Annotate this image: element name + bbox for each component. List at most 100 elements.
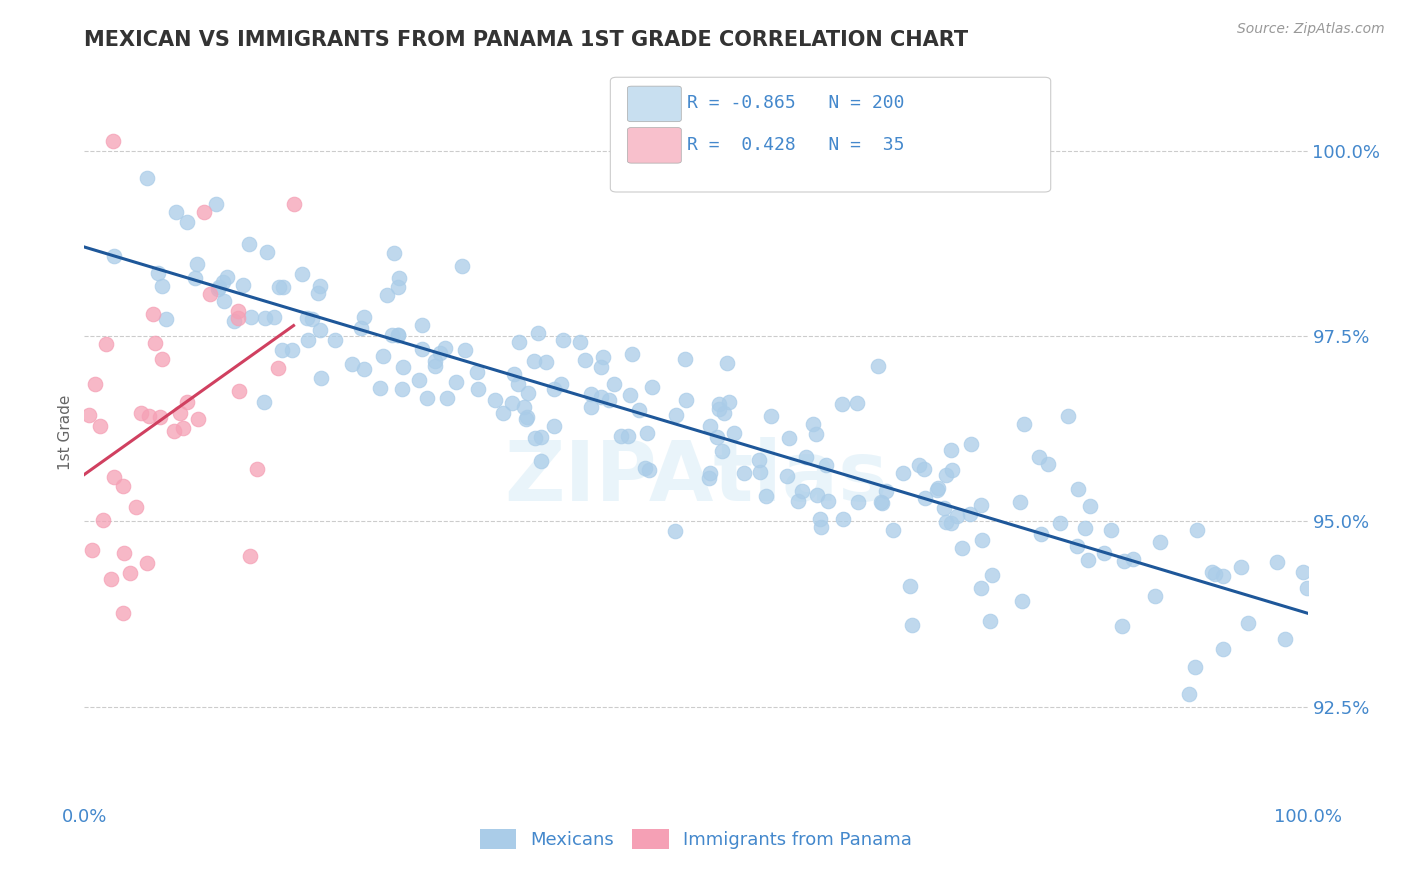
Legend: Mexicans, Immigrants from Panama: Mexicans, Immigrants from Panama [472, 822, 920, 856]
Point [627, 403, 650, 417]
Point [434, 341, 457, 355]
Point [1036, 458, 1059, 472]
Point [1296, 581, 1319, 595]
Point [778, 431, 800, 445]
Point [569, 335, 592, 350]
Point [290, 267, 312, 281]
Point [501, 396, 523, 410]
Point [263, 310, 285, 324]
Point [939, 516, 962, 530]
Point [641, 380, 664, 394]
Point [80, 543, 103, 558]
Point [711, 443, 734, 458]
Point [935, 515, 957, 529]
Point [77, 408, 100, 422]
Point [870, 495, 893, 509]
Point [1011, 593, 1033, 607]
Point [392, 359, 415, 374]
Point [254, 310, 277, 325]
Point [135, 557, 157, 571]
Point [228, 384, 250, 399]
Point [200, 287, 222, 301]
Point [371, 349, 394, 363]
Point [271, 343, 294, 357]
Point [589, 390, 612, 404]
Point [391, 382, 413, 396]
Point [665, 408, 688, 422]
Point [1201, 565, 1223, 579]
Point [387, 328, 409, 343]
Text: R =  0.428   N =  35: R = 0.428 N = 35 [688, 136, 905, 153]
Point [136, 170, 159, 185]
Point [283, 196, 305, 211]
Point [515, 412, 537, 426]
Point [1010, 495, 1032, 509]
Point [454, 343, 477, 357]
Point [253, 395, 276, 409]
Point [163, 424, 186, 438]
Point [617, 429, 640, 443]
Point [309, 279, 332, 293]
Point [226, 311, 249, 326]
Point [808, 512, 831, 526]
Point [579, 401, 602, 415]
Point [150, 352, 173, 367]
Point [733, 466, 755, 480]
Point [1012, 417, 1035, 432]
Point [222, 314, 245, 328]
Point [579, 387, 602, 401]
Point [375, 288, 398, 302]
Point [866, 359, 889, 373]
Point [543, 382, 565, 396]
Point [166, 204, 188, 219]
Point [340, 357, 363, 371]
Point [176, 215, 198, 229]
Point [1204, 566, 1226, 581]
Point [723, 425, 745, 440]
Point [846, 494, 869, 508]
Point [423, 353, 446, 368]
Point [591, 360, 613, 375]
Point [925, 483, 948, 497]
Point [1057, 409, 1080, 423]
Point [1111, 619, 1133, 633]
Point [150, 279, 173, 293]
Point [142, 307, 165, 321]
Point [790, 483, 813, 498]
Point [1122, 552, 1144, 566]
Point [467, 382, 489, 396]
Point [381, 328, 404, 343]
Point [256, 245, 278, 260]
Point [1292, 566, 1315, 580]
Point [898, 579, 921, 593]
Point [246, 462, 269, 476]
Point [592, 351, 614, 365]
Point [226, 304, 249, 318]
Point [621, 347, 644, 361]
Point [706, 429, 728, 443]
Point [638, 463, 661, 477]
Point [267, 280, 290, 294]
Point [208, 280, 231, 294]
Point [307, 286, 329, 301]
Point [934, 501, 956, 516]
Point [908, 458, 931, 473]
Point [125, 500, 148, 515]
Point [939, 442, 962, 457]
Point [960, 436, 983, 450]
Text: R = -0.865   N = 200: R = -0.865 N = 200 [688, 95, 905, 112]
Point [699, 419, 721, 434]
Point [749, 465, 772, 479]
Point [914, 462, 936, 476]
Point [1212, 568, 1234, 582]
Point [96, 337, 118, 351]
Point [1049, 516, 1071, 530]
Point [187, 411, 209, 425]
Point [1028, 450, 1050, 464]
Point [129, 406, 152, 420]
Point [84, 377, 107, 392]
Point [550, 376, 572, 391]
Point [429, 346, 451, 360]
Point [1274, 632, 1296, 646]
Point [1230, 559, 1253, 574]
